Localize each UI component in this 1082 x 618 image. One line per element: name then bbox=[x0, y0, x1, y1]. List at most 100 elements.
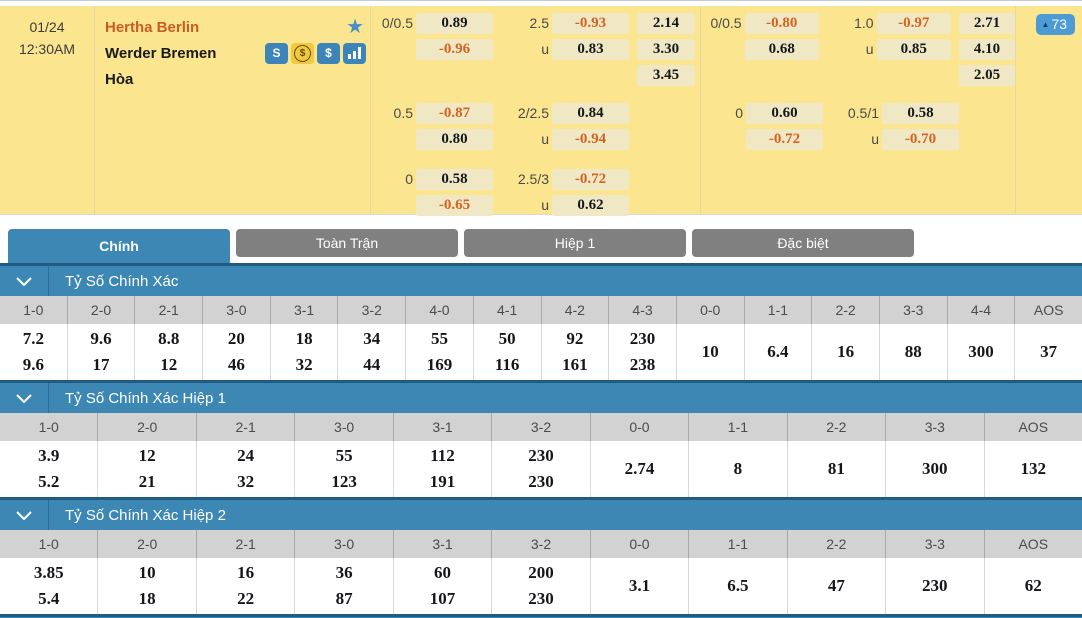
odds-cell[interactable]: 0.62 bbox=[552, 195, 629, 216]
score-column-header: 3-3 bbox=[886, 530, 985, 558]
draw-label: Hòa bbox=[105, 70, 134, 88]
favorite-star-icon[interactable]: ★ bbox=[346, 16, 364, 38]
score-column-header: 3-2 bbox=[492, 530, 591, 558]
match-action-icons: S $ $ bbox=[265, 42, 366, 64]
score-odds-cell[interactable]: 36 87 bbox=[295, 558, 394, 614]
score-odds-cell[interactable]: 300 bbox=[886, 441, 985, 497]
over-under-odds: 0.58 -0.70 bbox=[882, 103, 959, 155]
market-tabs: Chính Toàn Trận Hiệp 1 Đặc biệt bbox=[0, 229, 1082, 263]
over-under-label-column: 2.5/3 u bbox=[505, 169, 549, 221]
score-column-header: AOS bbox=[1018, 419, 1049, 435]
score-odds-cell[interactable]: 132 bbox=[985, 441, 1082, 497]
odds-cell[interactable]: 2.14 bbox=[637, 13, 695, 34]
score-odds-cell[interactable]: 16 22 bbox=[197, 558, 296, 614]
score-odds-cell[interactable]: 12 21 bbox=[98, 441, 197, 497]
odds-count: 73 bbox=[1051, 16, 1067, 32]
dollar-icon[interactable]: $ bbox=[317, 42, 340, 64]
score-odds-cell[interactable]: 112 191 bbox=[394, 441, 493, 497]
odds-cell[interactable]: -0.87 bbox=[416, 103, 493, 124]
score-odds-cell[interactable]: 10 18 bbox=[98, 558, 197, 614]
collapse-toggle[interactable] bbox=[0, 266, 49, 296]
odds-cell[interactable]: -0.72 bbox=[552, 169, 629, 190]
odds-value: 88 bbox=[904, 342, 922, 361]
bar-chart-glyph bbox=[348, 47, 361, 59]
score-odds-cell[interactable]: 24 32 bbox=[197, 441, 296, 497]
odds-cell[interactable]: -0.96 bbox=[416, 39, 493, 60]
score-odds-cell[interactable]: 8 bbox=[689, 441, 788, 497]
score-odds-cell[interactable]: 81 bbox=[788, 441, 887, 497]
more-odds-badge[interactable]: ▲ 73 bbox=[1035, 14, 1075, 35]
score-odds-cell[interactable]: 7.2 9.6 bbox=[0, 324, 68, 380]
odds-cell[interactable]: 0.89 bbox=[416, 13, 493, 34]
odds-cell[interactable]: 0.68 bbox=[744, 39, 820, 60]
coin-dollar-icon[interactable]: $ bbox=[291, 42, 314, 64]
score-odds-cell[interactable]: 2.74 bbox=[591, 441, 690, 497]
odds-cell[interactable]: 0.84 bbox=[552, 103, 629, 124]
away-odds-value: 169 bbox=[426, 355, 453, 374]
away-odds-value: 87 bbox=[335, 589, 353, 608]
stats-bars-icon[interactable] bbox=[343, 42, 366, 64]
handicap-line: 0 bbox=[405, 171, 413, 187]
score-odds-cell[interactable]: 3.1 bbox=[591, 558, 690, 614]
odds-cell[interactable]: 4.10 bbox=[958, 39, 1016, 60]
score-odds-cell[interactable]: 20 46 bbox=[203, 324, 271, 380]
bet-slip-icon[interactable]: S bbox=[265, 42, 288, 64]
odds-cell[interactable]: -0.80 bbox=[744, 13, 820, 34]
score-odds-cell[interactable]: 200 230 bbox=[492, 558, 591, 614]
home-team-name: Hertha Berlin bbox=[105, 18, 200, 36]
odds-cell[interactable]: 0.85 bbox=[876, 39, 951, 60]
odds-cell[interactable]: 0.60 bbox=[746, 103, 823, 124]
odds-value: 300 bbox=[922, 459, 948, 478]
score-odds-cell[interactable]: 18 32 bbox=[271, 324, 339, 380]
score-odds-cell[interactable]: 300 bbox=[948, 324, 1016, 380]
score-odds-cell[interactable]: 34 44 bbox=[338, 324, 407, 380]
score-odds-cell[interactable]: 55 169 bbox=[406, 324, 474, 380]
score-odds-cell[interactable]: 47 bbox=[788, 558, 887, 614]
tab-hiệp-1[interactable]: Hiệp 1 bbox=[464, 229, 686, 257]
score-odds-cell[interactable]: 50 116 bbox=[474, 324, 542, 380]
odds-value: 81 bbox=[827, 459, 845, 478]
score-odds-cell[interactable]: 37 bbox=[1015, 324, 1082, 380]
score-odds-cell[interactable]: 6.5 bbox=[689, 558, 788, 614]
score-odds-cell[interactable]: 60 107 bbox=[394, 558, 493, 614]
score-odds-cell[interactable]: 92 161 bbox=[542, 324, 610, 380]
score-odds-cell[interactable]: 9.6 17 bbox=[68, 324, 136, 380]
collapse-toggle[interactable] bbox=[0, 383, 49, 413]
score-odds-cell[interactable]: 230 bbox=[886, 558, 985, 614]
odds-cell[interactable]: 2.71 bbox=[958, 13, 1016, 34]
score-column-header: 1-1 bbox=[689, 530, 788, 558]
score-odds-cell[interactable]: 10 bbox=[677, 324, 745, 380]
odds-cell[interactable]: -0.65 bbox=[416, 195, 493, 216]
odds-cell[interactable]: 2.05 bbox=[958, 65, 1016, 86]
handicap-line: 0/0.5 bbox=[710, 15, 742, 31]
score-odds-cell[interactable]: 6.4 bbox=[745, 324, 813, 380]
odds-cell[interactable]: 0.58 bbox=[882, 103, 959, 124]
home-odds-value: 3.85 bbox=[33, 563, 64, 582]
odds-cell[interactable]: -0.93 bbox=[552, 13, 629, 34]
odds-cell[interactable]: 0.58 bbox=[416, 169, 493, 190]
score-column-header: 2-1 bbox=[135, 296, 204, 324]
tab-đặc-biệt[interactable]: Đặc biệt bbox=[692, 229, 914, 257]
odds-cell[interactable]: 0.80 bbox=[416, 129, 493, 150]
score-odds-cell[interactable]: 88 bbox=[880, 324, 948, 380]
score-odds-cell[interactable]: 230 238 bbox=[609, 324, 677, 380]
odds-cell[interactable]: -0.97 bbox=[876, 13, 951, 34]
score-odds-cell[interactable]: 3.85 5.4 bbox=[0, 558, 99, 614]
score-odds-cell[interactable]: 3.9 5.2 bbox=[0, 441, 99, 497]
odds-cell[interactable]: 3.45 bbox=[637, 65, 695, 86]
odds-cell[interactable]: 3.30 bbox=[637, 39, 695, 60]
score-odds-cell[interactable]: 16 bbox=[812, 324, 880, 380]
tab-toàn-trận[interactable]: Toàn Trận bbox=[236, 229, 458, 257]
odds-cell[interactable]: -0.94 bbox=[552, 129, 629, 150]
over-line: 2.5/3 bbox=[517, 171, 549, 187]
score-odds-cell[interactable]: 62 bbox=[985, 558, 1082, 614]
odds-cell[interactable]: 0.83 bbox=[552, 39, 629, 60]
score-odds-cell[interactable]: 8.8 12 bbox=[135, 324, 204, 380]
odds-cell[interactable]: -0.72 bbox=[746, 129, 823, 150]
odds-cell[interactable]: -0.70 bbox=[882, 129, 959, 150]
collapse-toggle[interactable] bbox=[0, 500, 49, 530]
tab-chính[interactable]: Chính bbox=[8, 229, 230, 263]
score-odds-cell[interactable]: 230 230 bbox=[492, 441, 591, 497]
score-odds-cell[interactable]: 55 123 bbox=[295, 441, 394, 497]
odds-value: 37 bbox=[1040, 342, 1058, 361]
